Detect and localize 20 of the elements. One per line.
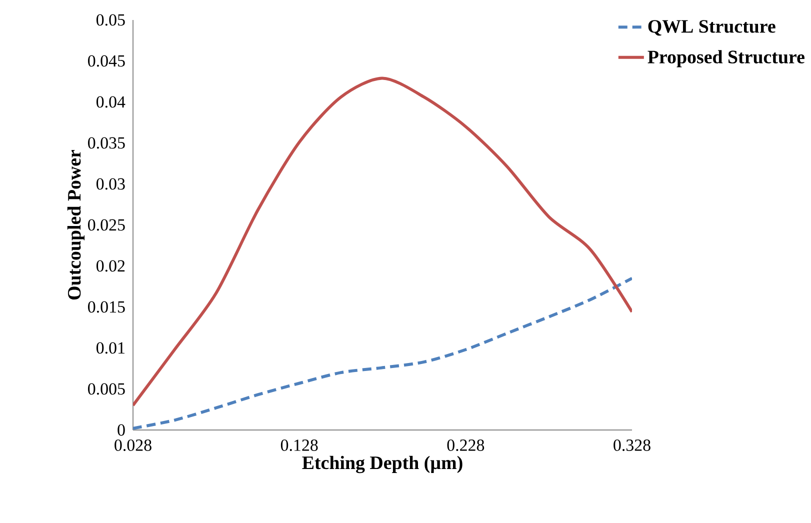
y-axis-title: Outcoupled Power [67,150,85,300]
x-tick-label: 0.028 [114,440,152,452]
x-tick-label: 0.328 [614,440,650,452]
y-tick-label: 0 [118,424,125,436]
y-tick-label: 0.025 [88,219,125,231]
line-series [133,76,632,407]
y-tick-label: 0.045 [88,55,125,67]
y-tick-label: 0.01 [96,342,124,354]
x-tick-label: 0.228 [447,440,484,452]
y-tick-label: 0.035 [88,137,125,149]
y-tick-label: 0.015 [88,301,125,313]
x-axis-title: Etching Depth (µm) [302,456,462,474]
y-tick-label: 0.03 [96,178,125,190]
y-tick-label: 0.005 [88,383,125,395]
x-tick-label: 0.128 [280,440,318,452]
legend-label: QWL Structure [648,20,776,36]
y-tick-label: 0.02 [96,260,125,272]
legend-label: Proposed Structure [648,50,804,68]
y-tick-label: 0.05 [96,14,125,26]
y-tick-label: 0.04 [96,96,126,108]
